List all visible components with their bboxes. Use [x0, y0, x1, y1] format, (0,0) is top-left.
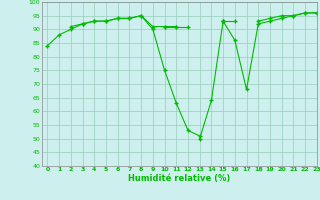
X-axis label: Humidité relative (%): Humidité relative (%)	[128, 174, 230, 183]
